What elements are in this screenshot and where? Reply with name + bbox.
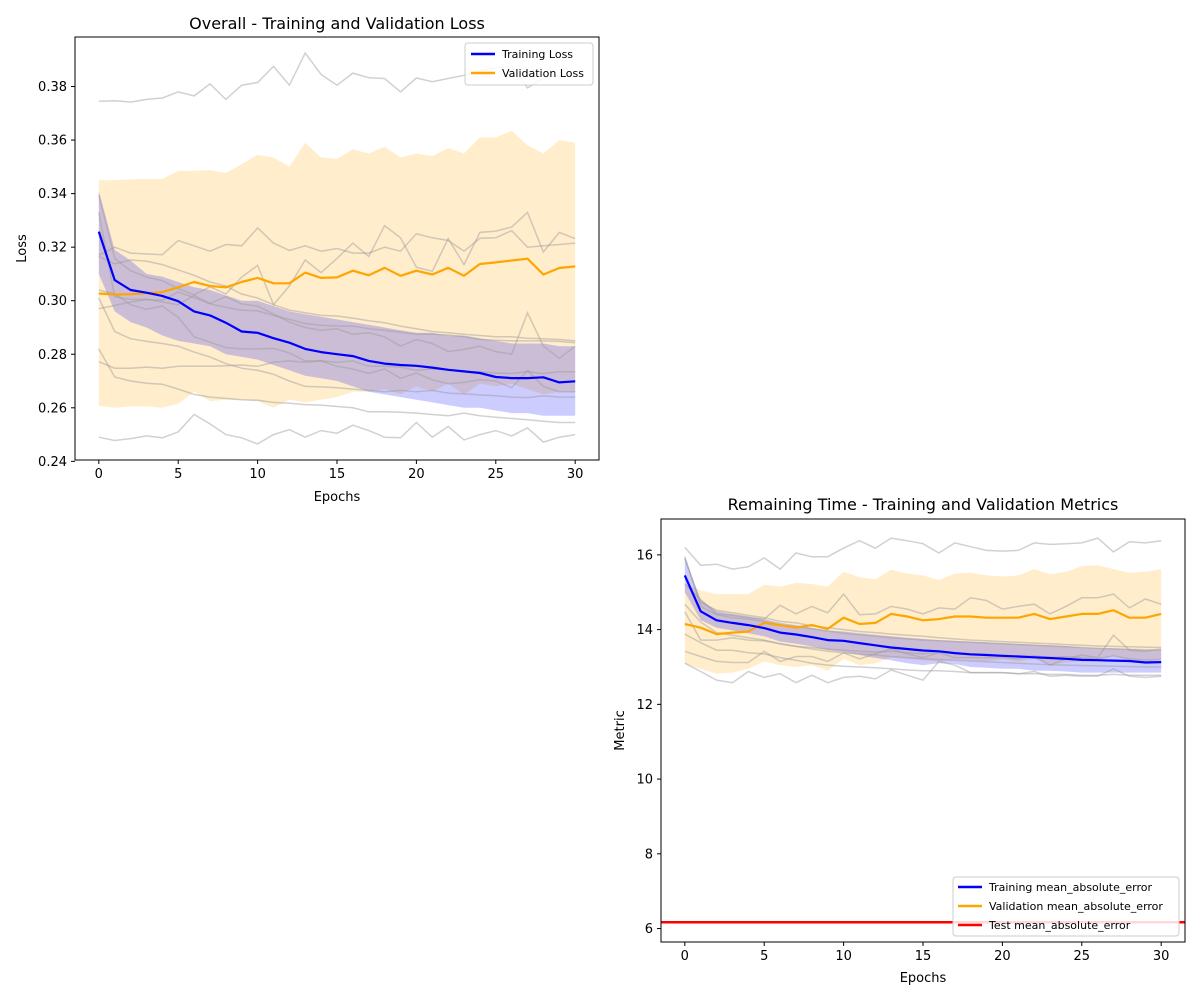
chart-title: Remaining Time - Training and Validation… bbox=[728, 495, 1119, 514]
chart-title: Overall - Training and Validation Loss bbox=[189, 14, 485, 33]
background-run-line bbox=[98, 348, 576, 424]
y-tick-label: 0.38 bbox=[38, 80, 67, 95]
background-run-line bbox=[684, 537, 1162, 571]
x-tick-label: 5 bbox=[760, 949, 768, 964]
series-line-training bbox=[97, 231, 576, 384]
x-tick-label: 20 bbox=[994, 949, 1011, 964]
y-tick-label: 0.34 bbox=[38, 187, 67, 202]
background-run-line bbox=[684, 583, 1162, 620]
y-tick-label: 6 bbox=[645, 922, 653, 937]
legend-label-validation: Validation mean_absolute_error bbox=[989, 900, 1163, 913]
background-run-line bbox=[684, 556, 1162, 651]
loss-chart: Overall - Training and Validation Loss 0… bbox=[15, 14, 600, 505]
background-run-line bbox=[684, 603, 1162, 668]
y-tick-label: 10 bbox=[636, 773, 653, 788]
x-tick-label: 30 bbox=[1153, 949, 1170, 964]
legend: Training Loss Validation Loss bbox=[464, 42, 594, 86]
series-line-validation bbox=[98, 257, 576, 296]
background-run-line bbox=[98, 226, 576, 256]
y-tick-label: 0.24 bbox=[38, 455, 67, 470]
series-line-training bbox=[683, 574, 1162, 664]
legend-label-training: Training mean_absolute_error bbox=[988, 881, 1152, 894]
x-tick-label: 10 bbox=[249, 467, 266, 482]
background-run-line bbox=[684, 660, 1162, 684]
y-tick-label: 0.32 bbox=[38, 241, 67, 256]
background-run-line bbox=[98, 291, 576, 344]
background-run-line bbox=[684, 611, 1162, 661]
y-tick-label: 0.28 bbox=[38, 348, 67, 363]
band-training bbox=[98, 190, 576, 416]
background-run-line bbox=[684, 634, 1162, 666]
axis-ticks: 0 5 10 15 20 25 30 0.24 0.26 0.28 0.30 0.32 0.34 0.36… bbox=[38, 80, 583, 482]
y-tick-label: 14 bbox=[636, 623, 653, 638]
x-tick-label: 5 bbox=[174, 467, 182, 482]
x-tick-label: 20 bbox=[408, 467, 425, 482]
y-tick-label: 0.26 bbox=[38, 401, 67, 416]
legend-label-training: Training Loss bbox=[501, 48, 573, 61]
series-line-validation bbox=[684, 609, 1162, 636]
plot-area bbox=[661, 537, 1185, 924]
background-run-line bbox=[98, 297, 576, 399]
x-tick-label: 10 bbox=[835, 949, 852, 964]
axis-ticks: 0 5 10 15 20 25 30 6 8 10 12 14 16 bbox=[636, 548, 1169, 964]
y-tick-label: 8 bbox=[645, 847, 653, 862]
band-training bbox=[684, 556, 1162, 673]
band-validation bbox=[98, 130, 576, 408]
x-tick-label: 25 bbox=[1074, 949, 1091, 964]
legend: Training mean_absolute_error Validation … bbox=[952, 876, 1180, 937]
plot-area bbox=[97, 51, 576, 445]
background-run-line bbox=[684, 633, 1162, 676]
x-tick-label: 0 bbox=[681, 949, 689, 964]
y-tick-label: 0.36 bbox=[38, 134, 67, 149]
metrics-chart: Remaining Time - Training and Validation… bbox=[613, 495, 1186, 986]
legend-box bbox=[464, 42, 594, 86]
x-tick-label: 25 bbox=[488, 467, 505, 482]
x-tick-label: 0 bbox=[95, 467, 103, 482]
y-axis-label: Loss bbox=[15, 234, 30, 263]
background-run-line bbox=[98, 255, 576, 342]
legend-label-validation: Validation Loss bbox=[502, 67, 584, 80]
y-tick-label: 12 bbox=[636, 698, 653, 713]
background-run-line bbox=[684, 558, 1162, 649]
legend-label-test: Test mean_absolute_error bbox=[988, 919, 1131, 932]
x-tick-label: 30 bbox=[567, 467, 584, 482]
y-tick-label: 16 bbox=[636, 548, 653, 563]
background-run-line bbox=[98, 360, 576, 375]
background-run-line bbox=[98, 289, 576, 393]
x-tick-label: 15 bbox=[329, 467, 346, 482]
x-axis-label: Epochs bbox=[900, 971, 947, 986]
legend-box bbox=[952, 876, 1180, 937]
background-run-line bbox=[98, 413, 576, 445]
y-tick-label: 0.30 bbox=[38, 294, 67, 309]
y-axis-label: Metric bbox=[613, 710, 628, 750]
background-run-line bbox=[98, 212, 576, 360]
x-tick-label: 15 bbox=[915, 949, 932, 964]
background-run-line bbox=[98, 194, 576, 307]
x-axis-label: Epochs bbox=[314, 490, 361, 505]
